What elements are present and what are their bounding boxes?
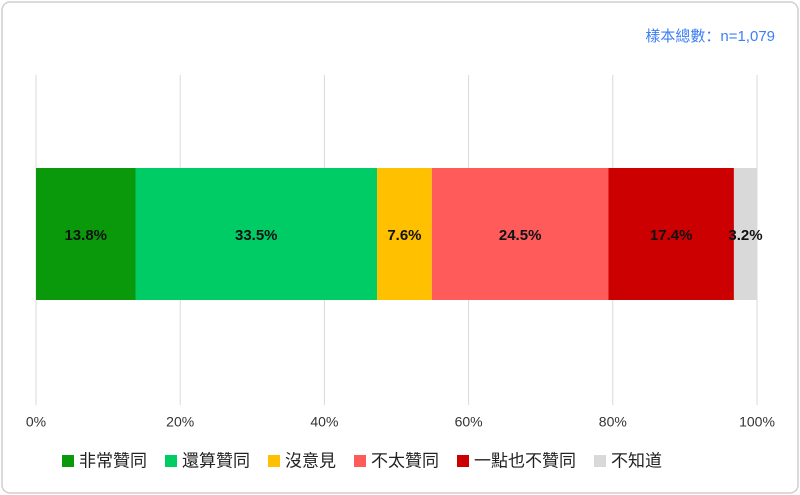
legend-label: 不太贊同 xyxy=(371,451,439,470)
x-tick-label: 0% xyxy=(26,414,46,430)
legend-label: 一點也不贊同 xyxy=(474,451,576,470)
legend-swatch xyxy=(268,455,280,467)
value-label: 3.2% xyxy=(728,227,762,244)
x-tick-label: 20% xyxy=(166,414,194,430)
legend-swatch xyxy=(62,455,74,467)
legend-swatch xyxy=(165,455,177,467)
legend-label: 非常贊同 xyxy=(79,451,147,470)
value-label: 24.5% xyxy=(499,227,542,244)
bar-segment xyxy=(608,168,734,300)
bar-segment xyxy=(431,168,609,300)
bar-segment xyxy=(377,168,432,300)
bar-segment xyxy=(733,168,757,300)
legend-label: 沒意見 xyxy=(285,451,336,470)
value-label: 17.4% xyxy=(650,227,693,244)
legend-label: 還算贊同 xyxy=(182,451,250,470)
legend-label: 不知道 xyxy=(611,451,662,470)
x-tick-label: 80% xyxy=(599,414,627,430)
value-label: 13.8% xyxy=(64,227,107,244)
bar-segment xyxy=(36,168,136,300)
x-tick-label: 100% xyxy=(739,414,775,430)
annotation: 樣本總數：n=1,079 xyxy=(645,27,775,45)
legend-swatch xyxy=(594,455,606,467)
legend-swatch xyxy=(457,455,469,467)
x-tick-label: 40% xyxy=(310,414,338,430)
value-label: 33.5% xyxy=(235,227,278,244)
legend-swatch xyxy=(354,455,366,467)
bar-segment xyxy=(135,168,378,300)
x-tick-label: 60% xyxy=(455,414,483,430)
value-label: 7.6% xyxy=(387,227,421,244)
